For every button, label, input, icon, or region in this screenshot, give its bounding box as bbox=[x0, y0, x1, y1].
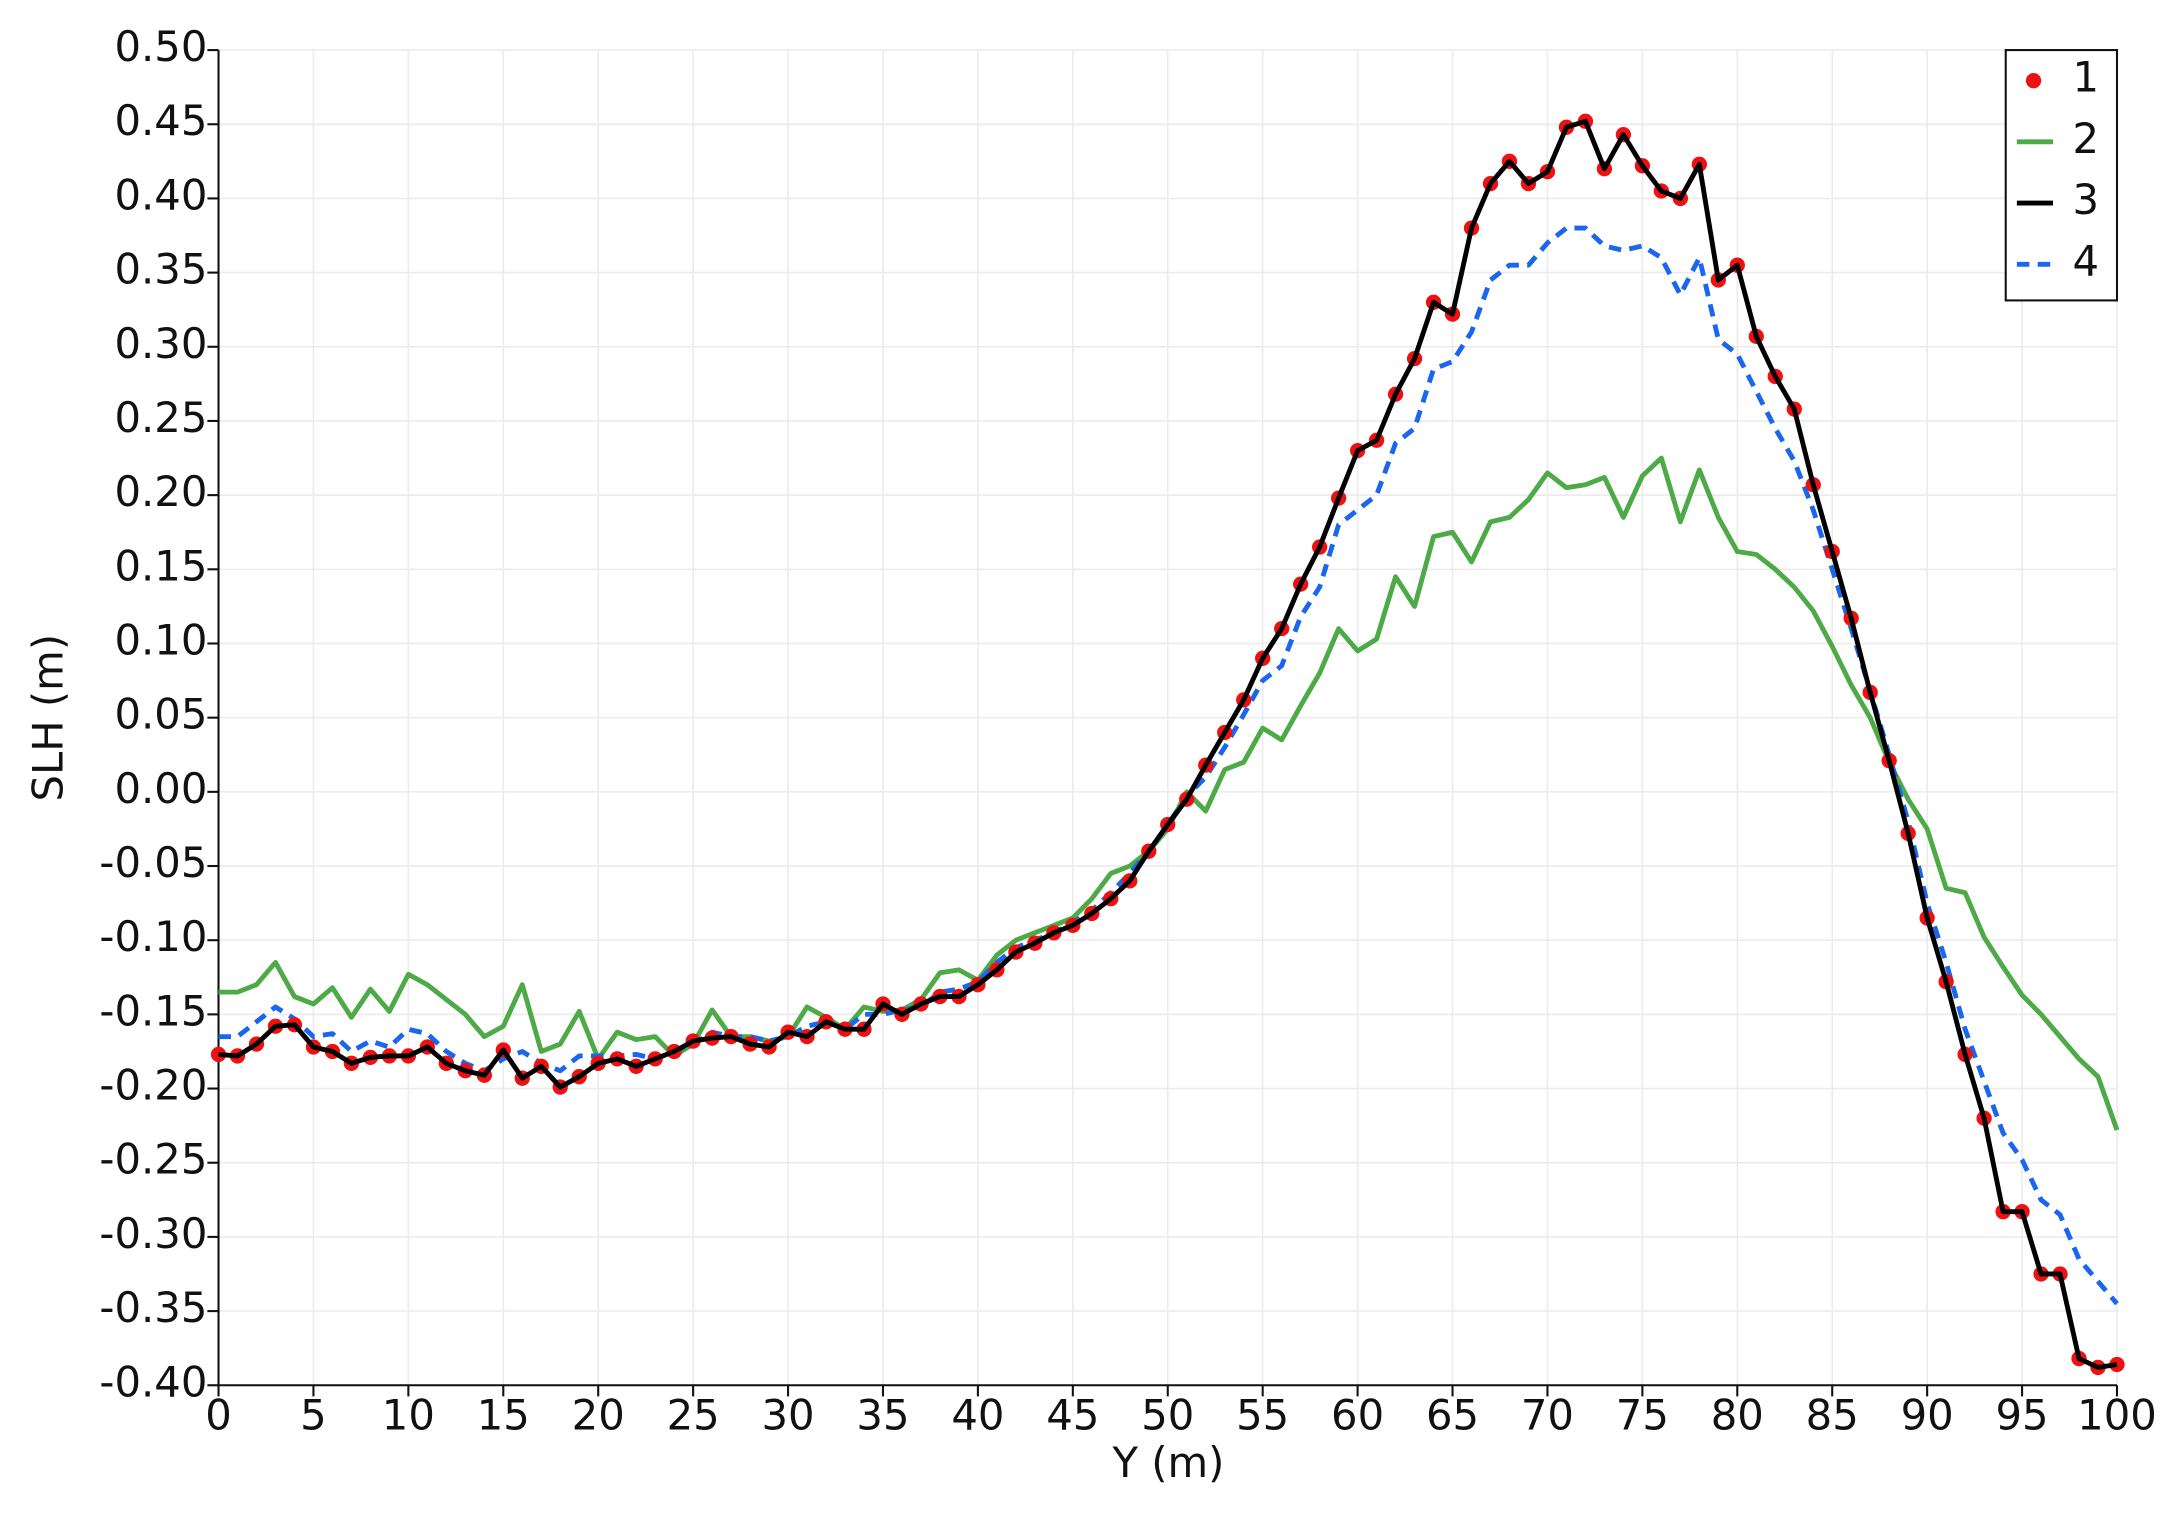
x-tick-label: 55 bbox=[1236, 1391, 1289, 1440]
legend-label: 2 bbox=[2072, 114, 2099, 163]
y-tick-label: 0.20 bbox=[114, 467, 207, 516]
y-tick-label: 0.30 bbox=[114, 319, 207, 368]
y-tick-label: 0.00 bbox=[114, 764, 207, 813]
x-tick-label: 5 bbox=[300, 1391, 327, 1440]
x-tick-label: 90 bbox=[1901, 1391, 1954, 1440]
x-tick-label: 50 bbox=[1141, 1391, 1194, 1440]
y-tick-label: -0.15 bbox=[99, 986, 207, 1035]
x-tick-label: 60 bbox=[1331, 1391, 1384, 1440]
x-tick-label: 10 bbox=[382, 1391, 435, 1440]
x-axis-label: Y (m) bbox=[1111, 1438, 1224, 1487]
x-tick-label: 0 bbox=[205, 1391, 232, 1440]
y-tick-label: -0.25 bbox=[99, 1135, 207, 1184]
x-tick-label: 85 bbox=[1806, 1391, 1859, 1440]
y-tick-label: 0.40 bbox=[114, 170, 207, 219]
x-tick-label: 65 bbox=[1426, 1391, 1479, 1440]
x-tick-label: 40 bbox=[951, 1391, 1004, 1440]
series-line bbox=[218, 225, 2119, 1306]
x-tick-label: 70 bbox=[1521, 1391, 1574, 1440]
x-tick-label: 20 bbox=[572, 1391, 625, 1440]
y-tick-label: -0.40 bbox=[99, 1357, 207, 1406]
y-tick-label: -0.30 bbox=[99, 1209, 207, 1258]
legend: 1 2 3 4 bbox=[2004, 49, 2119, 302]
y-tick-label: 0.05 bbox=[114, 690, 207, 739]
y-tick-label: 0.50 bbox=[114, 22, 207, 71]
series-line bbox=[218, 118, 2118, 1370]
x-tick-label: 100 bbox=[2077, 1391, 2157, 1440]
x-tick-label: 15 bbox=[477, 1391, 530, 1440]
legend-label: 3 bbox=[2072, 175, 2099, 224]
y-tick-label: -0.20 bbox=[99, 1061, 207, 1110]
x-tick-label: 95 bbox=[1996, 1391, 2049, 1440]
x-tick-label: 80 bbox=[1711, 1391, 1764, 1440]
legend-box bbox=[2004, 49, 2119, 302]
y-tick-label: 0.10 bbox=[114, 615, 207, 664]
y-tick-label: -0.10 bbox=[99, 912, 207, 961]
x-tick-label: 35 bbox=[856, 1391, 909, 1440]
legend-label: 4 bbox=[2072, 236, 2099, 285]
x-tick-label: 75 bbox=[1616, 1391, 1669, 1440]
y-tick-label: 0.45 bbox=[114, 96, 207, 145]
y-axis-label: SLH (m) bbox=[24, 634, 73, 802]
y-tick-label: 0.35 bbox=[114, 245, 207, 294]
x-tick-label: 25 bbox=[667, 1391, 720, 1440]
legend-label: 1 bbox=[2072, 53, 2099, 102]
legend-swatch bbox=[2025, 73, 2042, 89]
y-tick-label: -0.05 bbox=[99, 838, 207, 887]
x-tick-label: 30 bbox=[762, 1391, 815, 1440]
y-tick-label: 0.25 bbox=[114, 393, 207, 442]
x-tick-label: 45 bbox=[1046, 1391, 1099, 1440]
y-tick-label: 0.15 bbox=[114, 541, 207, 590]
y-tick-label: -0.35 bbox=[99, 1283, 207, 1332]
